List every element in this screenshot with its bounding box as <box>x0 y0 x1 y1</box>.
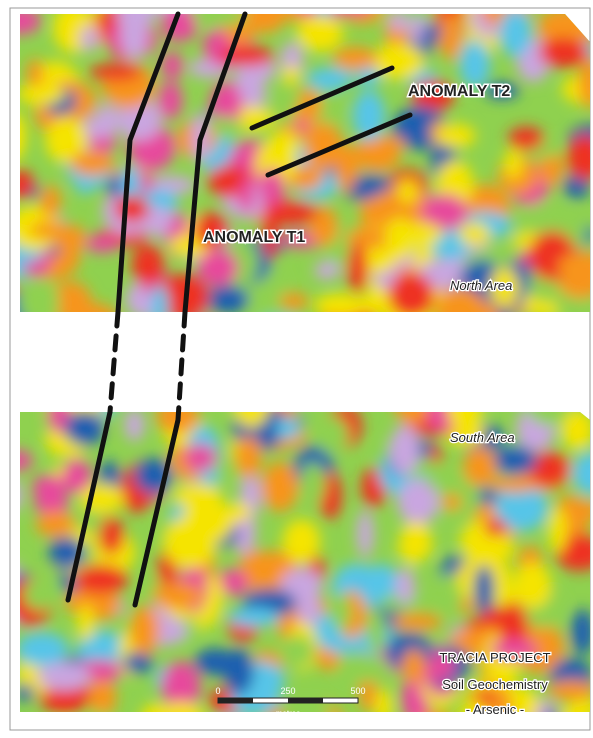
concentration-blob <box>238 180 254 212</box>
concentration-blob <box>23 579 57 611</box>
concentration-blob <box>492 445 536 475</box>
concentration-blob <box>130 605 159 655</box>
concentration-blob <box>115 196 149 223</box>
concentration-blob <box>508 127 544 151</box>
concentration-blob <box>397 479 438 524</box>
concentration-blob <box>125 408 144 441</box>
concentration-blob <box>442 494 462 510</box>
concentration-blob <box>333 47 378 70</box>
concentration-blob <box>402 649 426 684</box>
concentration-blob <box>388 273 434 319</box>
concentration-blob <box>436 124 476 148</box>
concentration-blob <box>235 436 262 478</box>
concentration-blob <box>400 521 432 555</box>
concentration-blob <box>77 604 94 641</box>
concentration-blob <box>389 13 409 31</box>
concentration-blob <box>505 148 523 180</box>
anomaly-label: ANOMALY T2 <box>408 83 510 100</box>
concentration-blob <box>263 201 318 225</box>
concentration-blob <box>275 418 300 438</box>
concentration-blob <box>571 609 593 655</box>
concentration-blob <box>283 519 321 563</box>
concentration-blob <box>64 411 105 446</box>
concentration-blob <box>499 7 531 57</box>
scale-tick: 500 <box>350 686 365 696</box>
concentration-blob <box>16 85 66 105</box>
concentration-blob <box>99 517 124 556</box>
concentration-blob <box>463 447 496 487</box>
concentration-blob <box>227 607 279 627</box>
concentration-blob <box>182 498 234 544</box>
concentration-blob <box>300 462 325 505</box>
concentration-blob <box>262 462 299 512</box>
concentration-blob <box>513 562 551 608</box>
concentration-blob <box>89 64 142 81</box>
scale-tick: 0 <box>215 686 220 696</box>
concentration-blob <box>398 179 416 204</box>
concentration-blob <box>440 12 462 61</box>
concentration-blob <box>85 235 119 252</box>
concentration-blob <box>38 662 91 690</box>
concentration-blob <box>36 510 75 537</box>
concentration-blob <box>74 564 129 594</box>
concentration-blob <box>549 507 568 553</box>
concentration-blob <box>197 249 238 286</box>
concentration-blob <box>459 222 491 245</box>
concentration-blob <box>484 519 507 536</box>
project-title: TRACIA PROJECT <box>439 650 550 665</box>
concentration-blob <box>40 185 61 217</box>
concentration-blob <box>539 37 588 68</box>
area-label: South Area <box>450 430 515 445</box>
anomaly-label: ANOMALY T1 <box>203 229 305 246</box>
concentration-blob <box>336 655 390 682</box>
concentration-blob <box>123 651 153 673</box>
concentration-blob <box>158 81 182 119</box>
concentration-blob <box>396 222 443 245</box>
concentration-blob <box>281 635 314 667</box>
scale-tick: 250 <box>280 686 295 696</box>
map-figure: ANOMALY T2 ANOMALY T1 North Area South A… <box>0 0 593 738</box>
concentration-blob <box>184 444 216 471</box>
concentration-blob <box>32 475 66 501</box>
concentration-blob <box>120 8 147 59</box>
concentration-blob <box>88 675 116 717</box>
concentration-blob <box>357 510 373 558</box>
concentration-blob <box>54 225 87 253</box>
concentration-blob <box>347 243 368 294</box>
concentration-blob <box>132 244 165 284</box>
concentration-blob <box>206 285 249 313</box>
concentration-blob <box>282 65 300 84</box>
concentration-blob <box>389 425 419 475</box>
concentration-blob <box>194 648 237 675</box>
project-subject: Soil Geochemistry <box>442 677 548 692</box>
concentration-blob <box>297 15 344 51</box>
concentration-blob <box>280 293 309 310</box>
concentration-blob <box>459 40 490 89</box>
scale-unit: metres <box>276 709 300 718</box>
concentration-blob <box>315 261 339 279</box>
concentration-blob <box>80 26 98 52</box>
concentration-blob <box>392 613 442 630</box>
concentration-blob <box>331 593 352 631</box>
concentration-blob <box>358 574 392 602</box>
concentration-blob <box>77 174 93 195</box>
concentration-blob <box>396 568 415 604</box>
project-element: - Arsenic - <box>466 702 525 717</box>
concentration-blob <box>474 565 495 613</box>
concentration-blob <box>351 175 391 194</box>
concentration-blob <box>47 637 69 654</box>
concentration-blob <box>367 610 385 655</box>
concentration-blob <box>316 416 349 454</box>
area-label: North Area <box>450 278 512 293</box>
concentration-blob <box>70 150 114 176</box>
concentration-blob <box>153 583 204 609</box>
